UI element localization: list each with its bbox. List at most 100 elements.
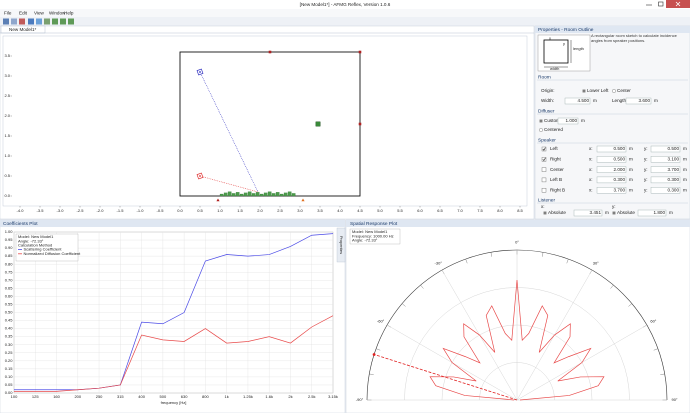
unit-label: m (629, 146, 633, 151)
diffuser-handle[interactable] (301, 198, 305, 202)
diffuser-well (231, 193, 236, 197)
legend-label: Normalized Diffusion Coefficient (24, 251, 82, 256)
x-tick-label: 315 (117, 394, 124, 399)
sketch-x: x (549, 36, 551, 41)
legend-info: Model: New Model1 (18, 234, 54, 239)
polar-minor-tick (660, 373, 665, 375)
menu-item[interactable]: Help (64, 11, 74, 16)
input-box[interactable] (596, 145, 627, 153)
y-tick-label: 0.50 (5, 310, 14, 315)
resize-handle[interactable] (358, 122, 362, 126)
menu-item[interactable]: Edit (19, 11, 28, 16)
input-value: 3.700 (614, 187, 626, 192)
tool-button[interactable] (19, 18, 25, 25)
coefficients-header (0, 220, 345, 227)
section-heading: Room (538, 74, 551, 80)
checkbox[interactable] (541, 157, 547, 162)
diffuser-well (275, 192, 280, 197)
x-tick-label: 2.0 (257, 208, 263, 213)
tool-button[interactable] (60, 18, 66, 25)
x-tick-label: 6.5 (437, 208, 443, 213)
input-box[interactable] (625, 97, 652, 105)
tool-button[interactable] (52, 18, 58, 25)
x-tick-label: 800 (202, 394, 209, 399)
menu-item[interactable]: Window (49, 11, 66, 16)
checkbox[interactable] (541, 167, 547, 172)
input-box[interactable] (650, 176, 681, 184)
toolbar-icons (3, 18, 74, 25)
speaker-name: Right B (550, 187, 565, 192)
tool-button[interactable] (68, 18, 74, 25)
input-box[interactable] (596, 186, 627, 194)
unit-label: m (683, 146, 687, 151)
input-box[interactable] (637, 209, 667, 217)
x-tick-label: -1.5 (117, 208, 125, 213)
spatial-header (346, 220, 690, 227)
input-box[interactable] (650, 145, 681, 153)
checkbox[interactable] (541, 177, 547, 183)
minimize-button[interactable] (642, 0, 656, 8)
checkbox-check (542, 157, 546, 162)
input-value: 0.500 (668, 146, 680, 151)
diffuser-well (219, 193, 224, 197)
diffuser-handle[interactable] (216, 198, 220, 202)
input-box[interactable] (596, 176, 627, 184)
input-box[interactable] (564, 97, 591, 105)
radio-button[interactable] (612, 89, 616, 93)
unit-label: m (593, 98, 597, 103)
input-value: 1.800 (654, 210, 666, 215)
description-box: A rectangular room sketch to calculate i… (591, 34, 677, 43)
maximize-button[interactable] (656, 0, 666, 8)
x-tick-label: 125 (32, 394, 39, 399)
x-tick-label: -3.0 (57, 208, 65, 213)
radio-button[interactable] (539, 128, 543, 132)
tool-button[interactable] (28, 18, 34, 25)
tool-button[interactable] (44, 18, 50, 25)
reflection-path (199, 71, 259, 193)
menu-item[interactable]: View (34, 11, 45, 16)
diffuser-well (259, 193, 264, 197)
resize-handle[interactable] (358, 50, 362, 54)
input-box[interactable] (557, 117, 579, 125)
side-tab[interactable] (336, 227, 346, 263)
diffuser-well (263, 192, 268, 197)
checkbox[interactable] (541, 187, 547, 193)
legend-info: Angle: -72.33° (18, 238, 44, 243)
diffuser-well (227, 191, 232, 197)
speaker-name: Center (550, 167, 564, 172)
spatial-panel (345, 219, 690, 413)
radio-label: Custom x: (544, 118, 565, 123)
input-value: 4.500 (578, 98, 590, 103)
resize-handle[interactable] (268, 50, 272, 54)
x-tick-label: -2.0 (97, 208, 105, 213)
checkbox[interactable] (541, 146, 547, 152)
diffuser-well (279, 193, 284, 197)
y-tick-label: 0.95 (5, 237, 14, 242)
x-tick-label: 8.0 (497, 208, 503, 213)
incidence-marker (372, 353, 376, 356)
y-tick-label: 0.75 (5, 269, 14, 274)
diffuser-well (267, 191, 272, 197)
input-box[interactable] (573, 209, 603, 217)
diffuser-well (235, 192, 240, 197)
tool-button[interactable] (36, 18, 42, 25)
y-tick-label: 0.30 (5, 342, 14, 347)
input-box[interactable] (650, 156, 681, 163)
input-box[interactable] (650, 166, 681, 173)
angle-label: -90° (356, 397, 364, 402)
input-box[interactable] (596, 166, 627, 173)
input-box[interactable] (596, 156, 627, 163)
y-tick-label: 2.0 (4, 113, 10, 118)
y-tick-label: 3.5 (4, 53, 10, 58)
unit-label: m (654, 98, 658, 103)
menu-item[interactable]: File (4, 11, 12, 16)
tool-button[interactable] (3, 18, 9, 25)
x-tick-label: 160 (53, 394, 60, 399)
tool-button[interactable] (11, 18, 17, 25)
radio-dot (613, 212, 615, 214)
listener-marker[interactable] (315, 121, 321, 127)
input-box[interactable] (650, 186, 681, 194)
radio-label: Centered (544, 127, 563, 132)
y-tick-label: 0.5 (4, 173, 10, 178)
x-tick-label: 2.5k (308, 394, 316, 399)
